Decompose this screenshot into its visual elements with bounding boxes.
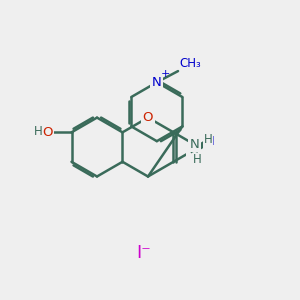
Text: N: N <box>204 135 214 148</box>
Text: +: + <box>160 69 170 79</box>
Text: H: H <box>193 153 202 166</box>
Text: N: N <box>152 76 162 89</box>
Text: H: H <box>34 125 42 138</box>
Text: O: O <box>143 111 153 124</box>
Text: CH₃: CH₃ <box>179 57 201 70</box>
Text: N: N <box>190 138 199 151</box>
Text: H: H <box>204 133 213 146</box>
Text: O: O <box>42 126 52 139</box>
Text: C: C <box>188 144 197 157</box>
Text: I⁻: I⁻ <box>137 244 152 262</box>
